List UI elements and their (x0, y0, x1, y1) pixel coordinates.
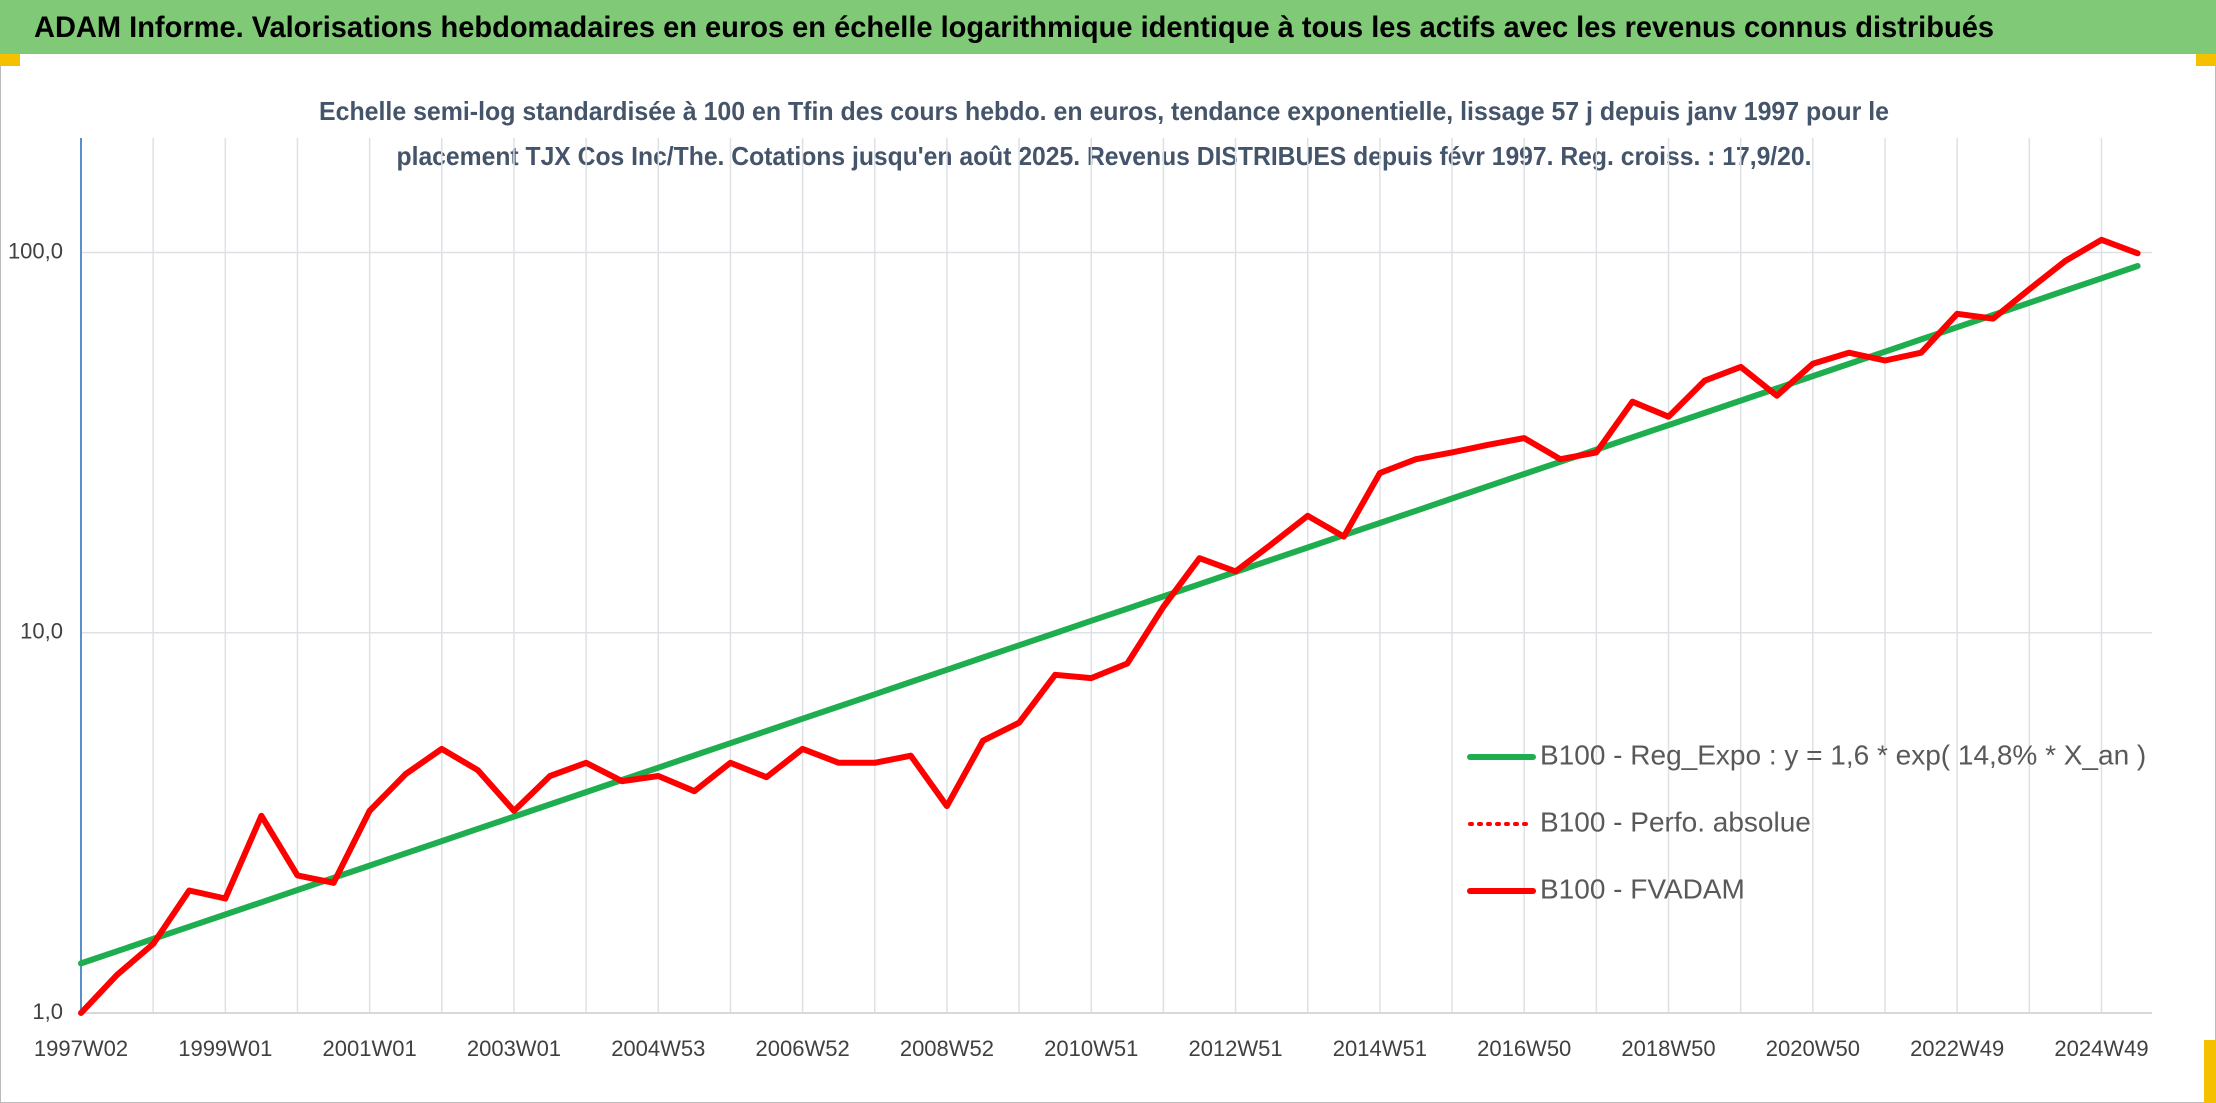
corner-mark (0, 54, 20, 66)
y-tick-label: 10,0 (20, 619, 63, 644)
legend-label: B100 - Reg_Expo : y = 1,6 * exp( 14,8% *… (1540, 739, 2146, 770)
x-tick-label: 2018W50 (1621, 1036, 1715, 1061)
legend-label: B100 - FVADAM (1540, 873, 1745, 904)
x-tick-label: 1999W01 (178, 1036, 272, 1061)
x-tick-label: 2014W51 (1333, 1036, 1427, 1061)
x-tick-label: 2016W50 (1477, 1036, 1571, 1061)
chart-subtitle: Echelle semi-log standardisée à 100 en T… (319, 96, 1889, 126)
x-tick-label: 2001W01 (323, 1036, 417, 1061)
chart-subtitle: placement TJX Cos Inc/The. Cotations jus… (397, 141, 1812, 171)
series-line (78, 236, 2141, 1016)
x-tick-label: 2012W51 (1188, 1036, 1282, 1061)
corner-mark (2196, 54, 2216, 66)
x-tick-label: 2004W53 (611, 1036, 705, 1061)
header-bar (0, 0, 2216, 54)
y-tick-label: 100,0 (8, 238, 63, 263)
x-tick-label: 2006W52 (756, 1036, 850, 1061)
chart-title: ADAM Informe. Valorisations hebdomadaire… (34, 11, 1994, 44)
x-tick-label: 2008W52 (900, 1036, 994, 1061)
x-tick-label: 2010W51 (1044, 1036, 1138, 1061)
x-tick-label: 2024W49 (2054, 1036, 2148, 1061)
x-tick-label: 2020W50 (1766, 1036, 1860, 1061)
x-tick-label: 1997W02 (34, 1036, 128, 1061)
corner-mark (2204, 1040, 2216, 1103)
x-tick-label: 2022W49 (1910, 1036, 2004, 1061)
y-tick-label: 1,0 (32, 999, 63, 1024)
legend-label: B100 - Perfo. absolue (1540, 806, 1811, 837)
x-tick-label: 2003W01 (467, 1036, 561, 1061)
